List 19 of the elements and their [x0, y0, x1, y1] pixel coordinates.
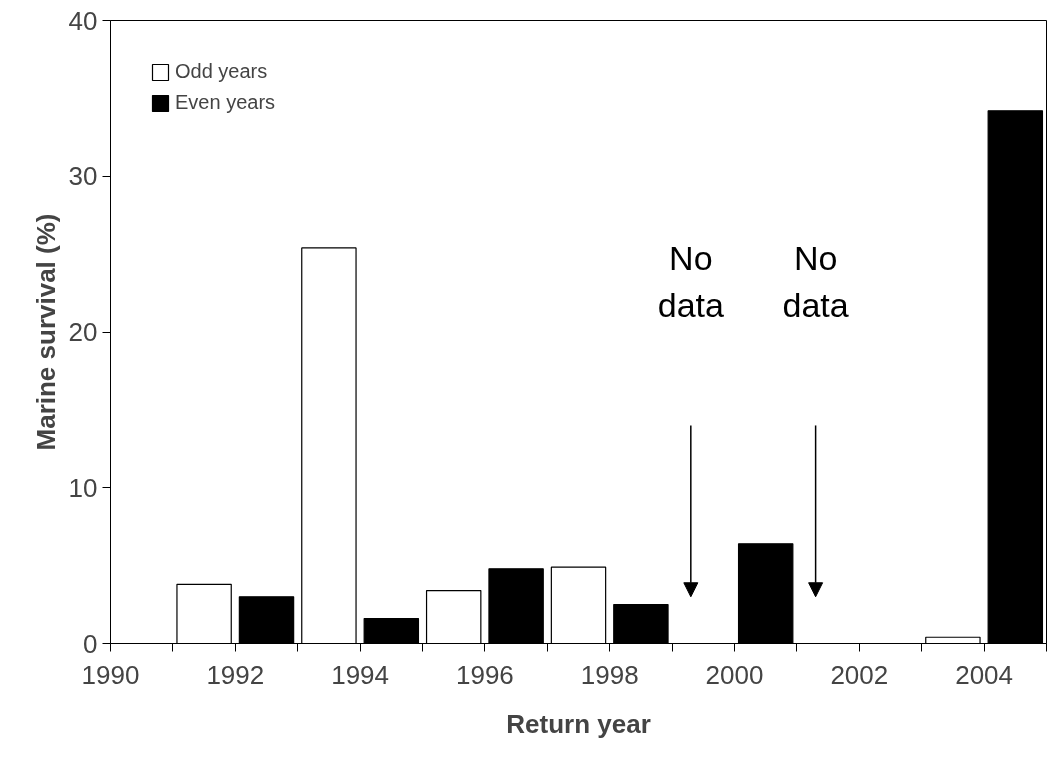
x-tick-label: 2004 [955, 659, 1014, 690]
x-tick-label: 1998 [580, 659, 639, 690]
x-tick-label: 1990 [81, 659, 140, 690]
x-tick-label: 1996 [455, 659, 514, 690]
y-tick-label: 20 [68, 317, 98, 347]
x-axis-title: Return year [506, 708, 651, 739]
x-tick-label: 1994 [331, 659, 390, 690]
y-axis-title: Marine survival (%) [30, 213, 61, 451]
legend-label: Odd years [175, 60, 268, 83]
y-tick-label: 40 [68, 5, 98, 36]
x-tick-label: 1992 [206, 659, 265, 690]
legend-label: Even years [175, 91, 276, 114]
x-tick-label: 2002 [830, 659, 889, 690]
y-tick-label: 10 [68, 472, 98, 503]
y-tick-label: 30 [68, 161, 98, 192]
annotation: No data [657, 238, 724, 325]
annotation: No data [782, 238, 849, 325]
x-tick-label: 2000 [705, 659, 764, 690]
y-tick-label: 0 [83, 628, 98, 659]
